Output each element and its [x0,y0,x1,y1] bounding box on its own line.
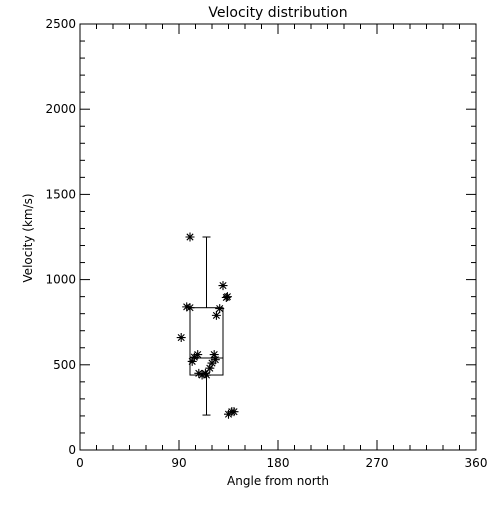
data-point [211,310,221,320]
data-point [185,232,195,242]
x-tick-label: 270 [366,456,389,470]
y-tick-label: 500 [53,358,76,372]
data-point [222,292,232,302]
data-point [218,281,228,291]
x-tick-label: 0 [76,456,84,470]
data-point [215,304,225,314]
data-point [182,302,192,312]
data-point [229,407,239,417]
data-point [202,370,211,380]
data-point [176,333,186,343]
y-tick-label: 2500 [45,17,76,31]
data-point [194,368,204,378]
data-point [205,363,215,373]
y-tick-label: 0 [68,443,76,457]
y-tick-label: 1500 [45,187,76,201]
x-axis-title: Angle from north [227,474,329,488]
x-tick-label: 360 [465,456,488,470]
data-point [209,350,219,360]
x-tick-label: 180 [267,456,290,470]
data-point [207,358,217,368]
data-point [187,356,197,366]
y-axis: 0 500 1000 1500 2000 2500 [45,17,476,457]
y-axis-title: Velocity (km/s) [21,193,35,282]
chart-title: Velocity distribution [208,5,347,21]
x-tick-label: 90 [171,456,186,470]
y-tick-label: 1000 [45,273,76,287]
data-point [210,355,220,365]
x-axis: 0 90 180 270 360 [76,24,487,470]
data-point [193,350,203,360]
data-point [185,303,195,313]
data-points [176,232,239,419]
y-tick-label: 2000 [45,102,76,116]
